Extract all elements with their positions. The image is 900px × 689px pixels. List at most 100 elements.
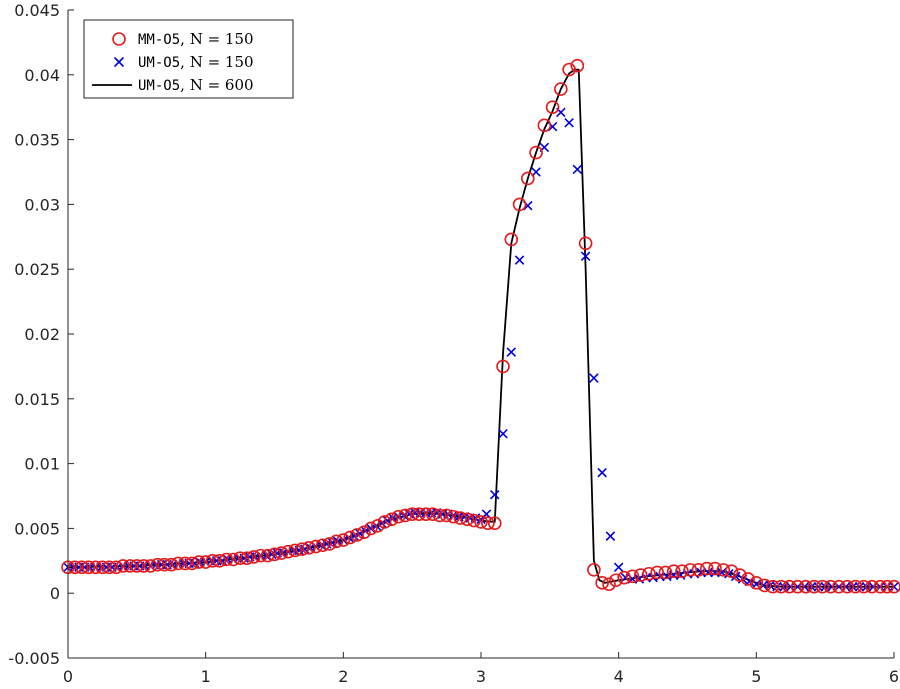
data-point-circle xyxy=(446,509,461,524)
data-point-circle xyxy=(774,579,788,594)
data-point-circle xyxy=(766,579,780,594)
legend-code: UM-O5 xyxy=(138,78,180,94)
data-point-circle xyxy=(617,570,631,585)
data-point-cross xyxy=(813,581,824,592)
data-point-circle xyxy=(504,232,519,247)
data-point-circle xyxy=(350,528,364,542)
data-point-circle xyxy=(143,559,158,573)
data-point-circle xyxy=(219,552,234,567)
data-point-circle xyxy=(95,560,110,575)
data-point-circle xyxy=(537,118,552,133)
data-point-circle xyxy=(633,568,648,582)
legend-code: MM-O5 xyxy=(138,32,180,48)
data-point-circle xyxy=(716,563,731,577)
data-point-cross xyxy=(785,581,796,592)
data-point-circle xyxy=(109,560,123,575)
data-point-circle xyxy=(315,538,330,553)
data-point-circle xyxy=(88,560,103,575)
data-point-circle xyxy=(699,561,714,576)
y-ticks: -0.005 0 0.005 0.01 0.015 0.02 0.025 0.03 0.035 0… xyxy=(8,1,74,668)
data-point-circle xyxy=(336,533,351,547)
data-point-circle xyxy=(602,577,616,591)
legend-item-mm-o5-n150: MM-O5, N = 150 xyxy=(112,30,254,48)
y-tick-label: 0.01 xyxy=(24,455,60,474)
series-mm-o5-n150 xyxy=(61,58,900,594)
data-point-cross xyxy=(498,429,508,439)
data-point-circle xyxy=(136,559,151,573)
data-point-cross xyxy=(597,467,607,478)
data-point-cross xyxy=(564,117,574,128)
x-tick-label: 1 xyxy=(201,667,211,686)
data-point-circle xyxy=(512,197,527,212)
data-point-circle xyxy=(782,579,797,594)
legend-label: UM-O5, N = 150 xyxy=(138,53,254,71)
data-point-circle xyxy=(675,564,689,578)
data-point-circle xyxy=(102,560,117,575)
data-point-circle xyxy=(191,555,206,569)
data-point-circle xyxy=(81,560,96,575)
data-point-circle xyxy=(178,556,192,571)
data-point-circle xyxy=(302,541,316,555)
data-point-circle xyxy=(815,579,830,594)
data-point-circle xyxy=(439,508,454,523)
data-point-cross xyxy=(841,581,851,592)
data-point-cross xyxy=(854,581,865,592)
x-tick-label: 2 xyxy=(338,667,348,686)
data-point-circle xyxy=(364,521,378,536)
data-point-circle xyxy=(609,573,623,588)
data-point-circle xyxy=(68,560,82,575)
data-point-circle xyxy=(856,579,871,594)
data-point-circle xyxy=(848,579,863,594)
x-tick-label: 6 xyxy=(889,667,899,686)
data-point-circle xyxy=(496,359,510,374)
data-point-circle xyxy=(260,548,275,563)
data-point-circle xyxy=(171,556,185,571)
data-point-circle xyxy=(198,555,213,569)
data-point-circle xyxy=(308,539,323,554)
data-point-circle xyxy=(587,563,601,577)
data-point-circle xyxy=(749,576,764,590)
data-point-cross xyxy=(605,531,616,541)
data-point-circle xyxy=(799,579,813,594)
x-tick-label: 5 xyxy=(751,667,761,686)
data-point-circle xyxy=(398,508,413,523)
data-point-circle xyxy=(185,556,199,571)
y-tick-label: 0.045 xyxy=(14,1,60,20)
y-tick-label: 0.005 xyxy=(14,519,60,538)
legend-math: , N = 150 xyxy=(180,30,253,48)
data-point-circle xyxy=(562,62,576,77)
legend-math: , N = 150 xyxy=(180,53,253,71)
data-point-circle xyxy=(487,516,502,531)
legend-label: MM-O5, N = 150 xyxy=(138,30,254,48)
x-tick-label: 3 xyxy=(476,667,486,686)
legend-code: UM-O5 xyxy=(138,55,180,71)
data-point-cross xyxy=(772,581,782,592)
legend-cross-marker xyxy=(113,56,125,68)
data-point-circle xyxy=(391,509,406,524)
data-point-circle xyxy=(322,537,337,551)
data-point-cross xyxy=(613,562,624,573)
data-point-circle xyxy=(790,579,805,594)
data-point-circle xyxy=(357,525,371,540)
data-point-circle xyxy=(595,576,609,590)
data-point-circle xyxy=(212,553,227,568)
data-point-circle xyxy=(807,579,821,594)
data-point-circle xyxy=(683,563,698,577)
data-point-circle xyxy=(253,548,268,563)
data-point-circle xyxy=(733,568,747,582)
data-point-circle xyxy=(453,511,468,525)
data-point-circle xyxy=(329,534,344,549)
data-point-circle xyxy=(419,507,433,521)
data-point-circle xyxy=(467,513,481,528)
data-point-cross xyxy=(889,581,899,592)
data-point-circle xyxy=(691,563,706,577)
data-point-circle xyxy=(823,579,838,594)
data-point-circle xyxy=(570,58,585,73)
data-point-circle xyxy=(625,569,640,584)
data-point-cross xyxy=(703,567,713,578)
data-point-circle xyxy=(233,551,247,566)
data-point-cross xyxy=(514,255,525,265)
data-point-circle xyxy=(267,547,282,562)
data-point-cross xyxy=(799,581,810,592)
data-point-circle xyxy=(164,557,179,572)
